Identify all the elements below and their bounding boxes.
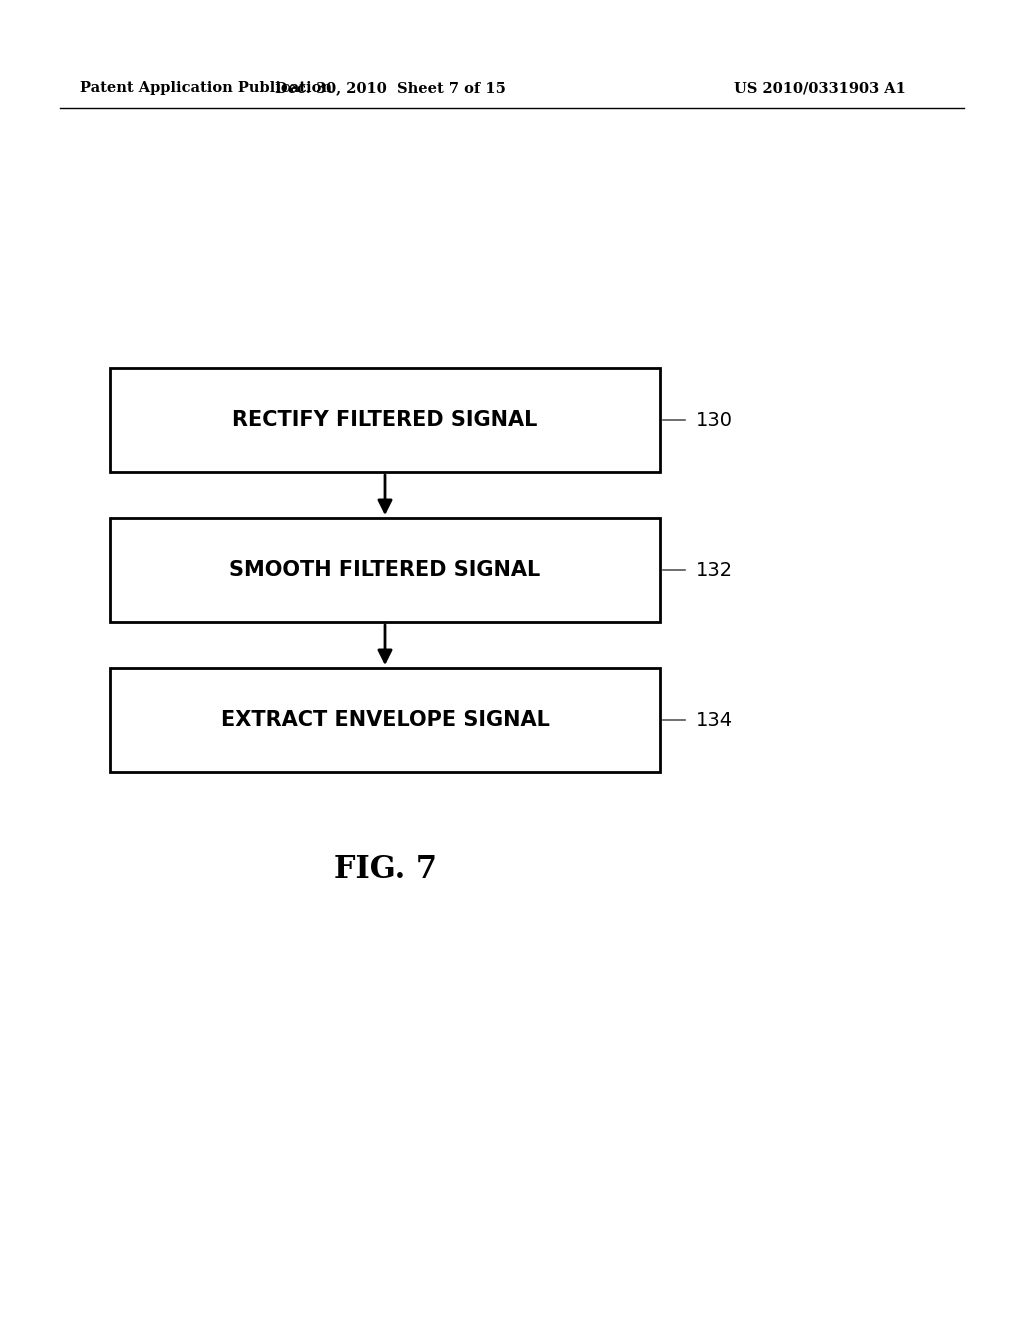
Text: EXTRACT ENVELOPE SIGNAL: EXTRACT ENVELOPE SIGNAL [220, 710, 550, 730]
Bar [110, 517, 660, 622]
Text: US 2010/0331903 A1: US 2010/0331903 A1 [734, 81, 906, 95]
Text: 132: 132 [696, 561, 733, 579]
Text: 134: 134 [696, 710, 733, 730]
Text: RECTIFY FILTERED SIGNAL: RECTIFY FILTERED SIGNAL [232, 411, 538, 430]
Text: Patent Application Publication: Patent Application Publication [80, 81, 332, 95]
Bar [110, 668, 660, 772]
Bar [110, 368, 660, 473]
Text: Dec. 30, 2010  Sheet 7 of 15: Dec. 30, 2010 Sheet 7 of 15 [274, 81, 506, 95]
Text: SMOOTH FILTERED SIGNAL: SMOOTH FILTERED SIGNAL [229, 560, 541, 579]
Text: 130: 130 [696, 411, 733, 429]
Text: FIG. 7: FIG. 7 [334, 854, 436, 886]
